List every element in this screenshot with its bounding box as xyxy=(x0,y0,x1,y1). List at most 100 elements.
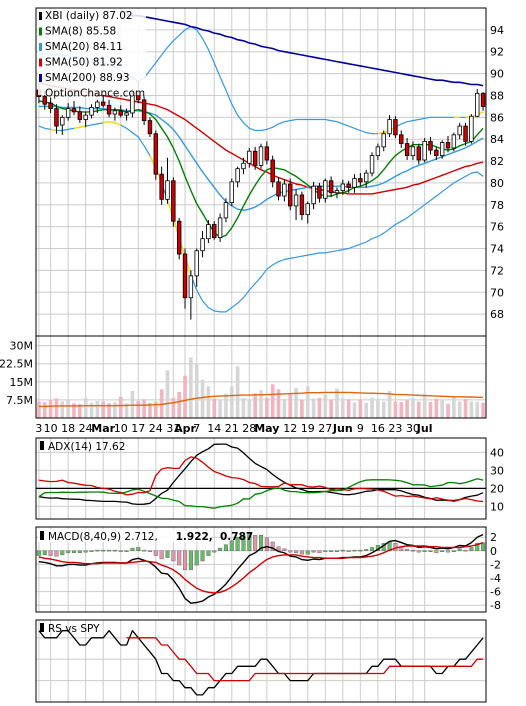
volume-bar xyxy=(352,402,357,418)
x-tick-label: 7 xyxy=(193,422,200,435)
volume-bar xyxy=(37,401,41,418)
x-tick-label: Mar xyxy=(91,422,115,435)
macd-histogram-bar xyxy=(457,548,462,552)
legend-background xyxy=(38,9,146,95)
volume-bar xyxy=(346,399,351,418)
macd-histogram-bar xyxy=(66,550,71,554)
volume-bar xyxy=(452,397,456,418)
bollinger-lower-touch xyxy=(79,125,86,128)
volume-bar xyxy=(95,401,100,418)
candle-body xyxy=(171,180,176,222)
candle-body xyxy=(48,102,53,109)
volume-bar xyxy=(118,396,123,418)
x-tick-label: 31 xyxy=(166,422,180,435)
y-tick-label: 7.5M xyxy=(6,394,33,407)
macd-histogram-bar xyxy=(469,547,474,552)
volume-bar xyxy=(235,366,240,418)
candle-body xyxy=(282,183,287,197)
volume-bar xyxy=(434,398,439,418)
legend-background xyxy=(38,529,210,542)
candle-body xyxy=(270,159,275,183)
macd-histogram-bar xyxy=(446,550,451,553)
macd-histogram-bar xyxy=(36,550,41,556)
candle-body xyxy=(410,146,416,156)
y-tick-label: 74 xyxy=(490,243,504,256)
candle-body xyxy=(381,133,386,148)
volume-bar xyxy=(247,399,252,418)
volume-bar xyxy=(311,398,316,418)
candle-body xyxy=(475,92,480,117)
legend-entry: SMA(8) 85.58 xyxy=(45,26,116,38)
candle-body xyxy=(235,168,240,183)
volume-ma-line xyxy=(38,391,484,408)
macd-histogram-bar xyxy=(77,550,82,554)
candle-body xyxy=(369,155,375,174)
macd-histogram-bar xyxy=(188,550,193,571)
macd-histogram-bar xyxy=(416,550,421,553)
rs-series-rs xyxy=(38,630,484,696)
macd-legend-entry: 0.787 xyxy=(220,531,253,543)
volume-bar xyxy=(124,403,129,418)
macd-histogram-bar xyxy=(451,550,456,552)
volume-bar xyxy=(66,399,70,418)
legend-swatch xyxy=(39,74,42,82)
adx-series-adx xyxy=(38,443,484,506)
candle-body xyxy=(258,146,264,166)
x-tick-label: 14 xyxy=(207,422,221,435)
candle-body xyxy=(200,238,205,252)
y-tick-label: 40 xyxy=(490,446,504,459)
volume-bar xyxy=(241,398,246,418)
macd-histogram-bar xyxy=(346,550,351,552)
candle-body xyxy=(317,185,322,199)
x-tick-label: 10 xyxy=(114,422,128,435)
volume-bar xyxy=(282,398,287,418)
candle-body xyxy=(206,224,211,240)
volume-bar xyxy=(78,404,82,418)
legend-swatch xyxy=(39,58,42,67)
candle-body xyxy=(399,134,404,144)
macd-histogram-bar xyxy=(311,550,316,553)
bollinger-upper-touch xyxy=(377,131,384,135)
candle-body xyxy=(334,190,340,194)
volume-bar xyxy=(341,398,345,418)
candle-body xyxy=(480,92,486,107)
macd-histogram-bar xyxy=(329,550,334,552)
candle-body xyxy=(358,178,363,183)
macd-histogram-bar xyxy=(264,537,269,552)
volume-bar xyxy=(358,399,363,418)
legend-entry: SMA(20) 84.11 xyxy=(45,41,123,53)
candle-body xyxy=(165,180,170,200)
y-tick-label: 92 xyxy=(490,46,504,59)
volume-bar xyxy=(113,402,117,418)
y-tick-label: -2 xyxy=(490,558,501,571)
legend-entry: SMA(200) 88.93 xyxy=(45,72,130,84)
volume-bar xyxy=(323,394,328,418)
candle-body xyxy=(416,146,422,161)
macd-histogram-bar xyxy=(136,547,141,552)
y-tick-label: 2 xyxy=(490,531,497,544)
candle-body xyxy=(194,250,199,277)
candle-body xyxy=(323,180,328,199)
macd-histogram-bar xyxy=(481,542,486,552)
volume-bar xyxy=(42,402,47,418)
candle-body xyxy=(176,220,182,255)
volume-bar xyxy=(422,394,427,418)
volume-bar xyxy=(165,370,170,418)
macd-histogram-bar xyxy=(54,550,59,557)
x-tick-label: 3 xyxy=(35,422,42,435)
macd-histogram-bar xyxy=(130,547,135,552)
macd-series-signal xyxy=(38,541,484,594)
volume-bar xyxy=(212,398,217,418)
candle-body xyxy=(217,217,223,238)
macd-histogram-bar xyxy=(118,550,123,552)
volume-bar xyxy=(405,399,409,418)
candle-body xyxy=(328,180,334,194)
macd-histogram-bar xyxy=(48,550,53,556)
y-tick-label: 72 xyxy=(490,264,504,277)
y-tick-label: 20 xyxy=(490,482,504,495)
legend-swatch xyxy=(40,531,44,540)
volume-bar xyxy=(364,402,369,418)
candle-body xyxy=(311,185,316,205)
macd-histogram-bar xyxy=(370,547,375,552)
candle-body xyxy=(212,224,217,238)
